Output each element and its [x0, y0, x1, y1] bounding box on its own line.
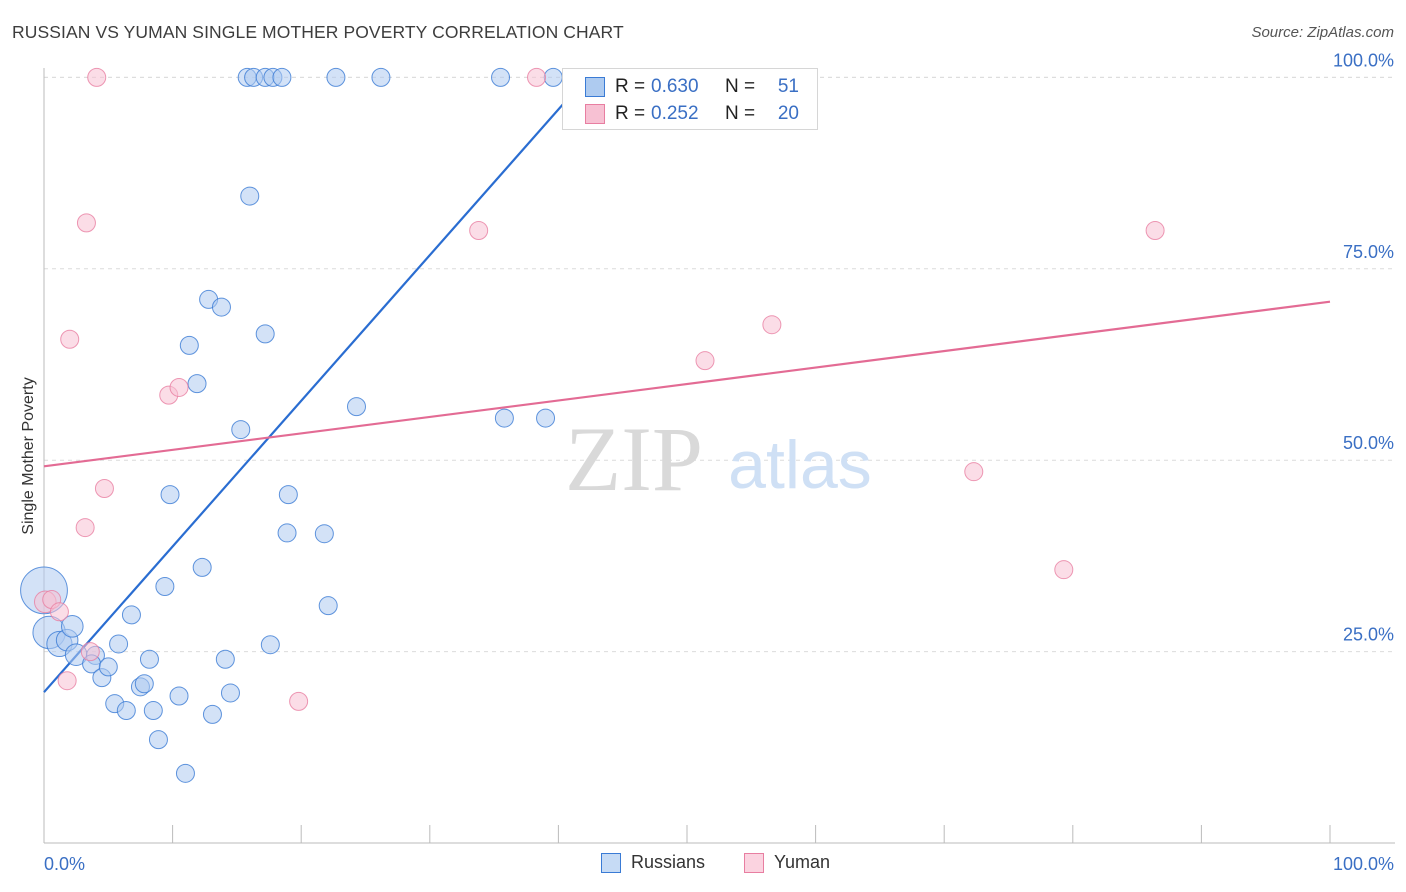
- point-yuman-17: [964, 462, 984, 482]
- grid-lines: [44, 76, 1395, 653]
- legend-label-russians: Russians: [631, 852, 706, 872]
- point-russians-25: [192, 557, 212, 577]
- point-russians-20: [160, 485, 180, 505]
- point-russians-18: [148, 730, 168, 750]
- point-russians-16: [139, 649, 159, 669]
- bottom-legend: Russians Yuman: [0, 852, 1406, 878]
- n-label: N =: [725, 103, 756, 124]
- point-yuman-11: [169, 377, 189, 397]
- n-value-yuman: 20: [777, 103, 799, 124]
- point-russians-42: [314, 524, 334, 544]
- trend-line-yuman: [43, 300, 1331, 468]
- point-russians-4: [60, 615, 84, 638]
- point-yuman-5: [76, 213, 96, 233]
- yuman-swatch: [585, 104, 605, 124]
- y-tick-label-50: 50.0%: [1343, 433, 1394, 453]
- y-tick-label-25: 25.0%: [1343, 625, 1394, 645]
- y-tick-label-75: 75.0%: [1343, 242, 1394, 262]
- point-russians-45: [346, 397, 366, 417]
- point-russians-39: [272, 67, 292, 87]
- stats-row-yuman: R = 0.252 N = 20: [585, 101, 799, 127]
- point-russians-46: [371, 67, 391, 87]
- point-russians-21: [169, 686, 189, 706]
- point-russians-50: [543, 67, 563, 87]
- point-russians-36: [255, 324, 275, 344]
- point-russians-13: [121, 605, 141, 625]
- point-russians-23: [179, 335, 199, 355]
- point-russians-17: [143, 701, 163, 721]
- trend-lines: [43, 76, 1331, 693]
- yuman-legend-swatch: [744, 852, 764, 873]
- legend-item-yuman[interactable]: Yuman: [744, 852, 830, 873]
- point-russians-49: [536, 408, 556, 428]
- n-value-russians: 51: [777, 76, 799, 97]
- point-russians-12: [116, 701, 136, 721]
- point-russians-41: [277, 523, 297, 543]
- point-russians-24: [187, 374, 207, 394]
- y-axis-label: Single Mother Poverty: [20, 377, 37, 535]
- point-russians-37: [260, 635, 280, 655]
- correlation-legend-box: R = 0.630 N = 51 R = 0.252 N = 20: [562, 68, 818, 130]
- n-label: N =: [725, 76, 756, 97]
- point-russians-48: [494, 408, 514, 428]
- point-russians-19: [155, 577, 175, 597]
- point-yuman-18: [1054, 560, 1074, 580]
- legend-label-yuman: Yuman: [774, 852, 831, 872]
- point-russians-31: [231, 420, 251, 440]
- watermark-atlas: atlas: [728, 427, 872, 503]
- point-yuman-6: [75, 518, 95, 538]
- point-yuman-12: [289, 691, 309, 711]
- point-yuman-9: [94, 479, 114, 499]
- axes: [43, 68, 1395, 844]
- watermark: ZIP atlas: [565, 408, 872, 510]
- point-russians-47: [491, 67, 511, 87]
- point-russians-43: [318, 596, 338, 616]
- series-russians: [20, 67, 563, 783]
- point-russians-22: [175, 763, 195, 783]
- point-russians-44: [326, 67, 346, 87]
- point-russians-30: [220, 683, 240, 703]
- watermark-zip: ZIP: [565, 408, 703, 510]
- trend-line-russians: [43, 76, 588, 693]
- point-yuman-2: [49, 602, 69, 622]
- point-yuman-19: [1145, 221, 1165, 241]
- point-russians-11: [109, 634, 129, 654]
- point-yuman-13: [469, 221, 489, 241]
- r-label: R =: [615, 103, 646, 124]
- point-yuman-8: [87, 67, 107, 87]
- point-yuman-14: [527, 67, 547, 87]
- point-russians-15: [134, 674, 154, 694]
- r-label: R =: [615, 76, 646, 97]
- x-tick-label-min: 0.0%: [44, 854, 85, 874]
- point-yuman-15: [695, 351, 715, 371]
- point-russians-40: [278, 485, 298, 505]
- series-yuman: [33, 67, 1165, 711]
- stats-row-russians: R = 0.630 N = 51: [585, 74, 799, 100]
- point-russians-29: [215, 649, 235, 669]
- r-value-russians: 0.630: [651, 76, 699, 97]
- point-russians-28: [211, 297, 231, 317]
- point-russians-9: [98, 657, 118, 677]
- point-russians-33: [240, 186, 260, 206]
- source-label: Source: ZipAtlas.com: [1251, 24, 1394, 41]
- point-yuman-16: [762, 315, 782, 335]
- point-yuman-4: [60, 329, 80, 349]
- point-yuman-7: [80, 642, 100, 662]
- russians-swatch: [585, 77, 605, 97]
- x-tick-label-max: 100.0%: [1333, 854, 1394, 874]
- point-yuman-3: [57, 671, 77, 691]
- r-value-yuman: 0.252: [651, 103, 699, 124]
- legend-item-russians[interactable]: Russians: [601, 852, 705, 873]
- chart-title: RUSSIAN VS YUMAN SINGLE MOTHER POVERTY C…: [12, 22, 624, 42]
- point-russians-27: [202, 704, 222, 724]
- russians-legend-swatch: [601, 852, 621, 873]
- y-tick-label-100: 100.0%: [1333, 50, 1394, 70]
- tick-labels: 25.0% 50.0% 75.0% 100.0% 0.0% 100.0%: [44, 50, 1394, 874]
